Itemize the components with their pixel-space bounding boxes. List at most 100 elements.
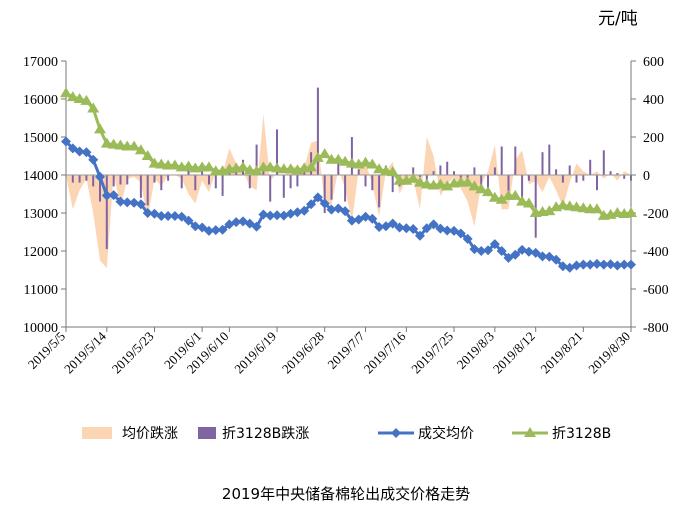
avg-price-point	[530, 247, 541, 258]
right-tick-label: 400	[643, 93, 664, 108]
discount-change-bar	[337, 163, 340, 175]
avg-price-point	[367, 213, 378, 224]
avg-price-point	[169, 211, 180, 222]
avg-price-point	[251, 221, 262, 232]
avg-price-point	[108, 190, 119, 201]
avg-price-point	[591, 258, 602, 269]
discount-3128b-point	[434, 178, 447, 189]
discount-change-bar	[296, 175, 299, 187]
right-axis-unit: 元/吨	[598, 9, 638, 29]
discount-change-bar	[548, 144, 551, 175]
discount-change-bar	[221, 175, 224, 196]
discount-change-bar	[262, 171, 265, 175]
discount-3128b-point	[73, 93, 86, 103]
avg-price-point	[462, 233, 473, 244]
discount-change-bar	[602, 150, 605, 175]
discount-change-bar	[282, 175, 285, 198]
discount-3128b-point	[66, 91, 79, 102]
discount-change-bar	[500, 146, 503, 175]
discount-3128b-point	[80, 94, 93, 105]
discount-change-bar	[575, 175, 578, 183]
discount-change-bar	[78, 175, 81, 183]
discount-3128b-point	[495, 193, 508, 204]
discount-3128b-point	[305, 161, 318, 172]
x-tick-label: 2019/7/16	[361, 328, 409, 376]
discount-change-bar	[112, 175, 115, 187]
avg-price-point	[81, 147, 92, 158]
avg-price-point	[285, 208, 296, 219]
discount-change-bar	[534, 175, 537, 238]
discount-change-bar	[269, 175, 272, 202]
avg-price-point	[156, 211, 167, 222]
discount-change-bar	[412, 167, 415, 175]
right-tick-label: -400	[643, 245, 669, 260]
avg-price-point	[387, 218, 398, 229]
discount-3128b-point	[373, 163, 386, 174]
axes-layer: 10000 11000 12000 13000 14000 15000 16000 17000…	[23, 55, 669, 376]
discount-change-bar	[105, 175, 108, 250]
avg-price-point	[489, 239, 500, 250]
discount-change-bar	[432, 171, 435, 175]
discount-change-bar	[480, 175, 483, 189]
discount-change-bar	[582, 175, 585, 181]
avg-price-point	[292, 207, 303, 218]
left-tick-label: 13000	[23, 207, 58, 222]
discount-change-bar	[357, 169, 360, 175]
discount-change-bar	[92, 175, 95, 187]
discount-change-bar	[248, 175, 251, 189]
left-tick-label: 15000	[23, 131, 58, 146]
discount-change-bar	[561, 175, 564, 183]
avg-price-point	[265, 210, 276, 221]
discount-change-bar	[180, 175, 183, 189]
avg-price-point	[455, 228, 466, 239]
discount-change-bar	[119, 175, 122, 185]
legend-swatch-bar	[198, 427, 216, 439]
avg-price-point	[210, 225, 221, 236]
avg-price-point	[142, 208, 153, 218]
discount-change-bar	[568, 165, 571, 175]
discount-change-bar	[521, 175, 524, 198]
x-tick-label: 2019/8/21	[538, 329, 586, 377]
discount-3128b-point	[407, 172, 420, 183]
avg-price-point	[626, 259, 636, 270]
legend-label: 折3128B	[552, 426, 611, 442]
avg-price-point	[95, 171, 106, 182]
discount-change-bar	[71, 175, 74, 183]
discount-change-bar	[146, 175, 149, 206]
avg-price-point	[476, 246, 487, 256]
discount-change-bar	[419, 175, 421, 177]
avg-price-point	[374, 222, 385, 233]
discount-3128b-point	[543, 205, 556, 216]
avg-price-point	[176, 211, 187, 222]
discount-change-bar	[527, 175, 530, 181]
avg-price-point	[619, 259, 630, 270]
discount-3128b-point	[141, 150, 154, 160]
discount-change-bar	[589, 159, 592, 175]
discount-change-bar	[255, 144, 258, 175]
x-tick-label: 2019/5/14	[61, 328, 109, 376]
avg-price-point	[496, 246, 507, 256]
avg-price-point	[88, 154, 99, 165]
avg-price-point	[510, 249, 521, 260]
left-tick-label: 12000	[23, 245, 58, 260]
discount-change-bar	[167, 175, 170, 181]
discount-3128b-point	[250, 165, 263, 176]
discount-change-bar	[316, 87, 319, 175]
discount-3128b-point	[332, 153, 345, 164]
avg-price-point	[408, 223, 419, 234]
discount-change-bar	[364, 175, 367, 187]
discount-change-bar	[473, 167, 476, 175]
avg-price-point	[190, 221, 201, 232]
avg-price-point	[605, 259, 616, 270]
legend-swatch-area	[82, 427, 112, 439]
discount-change-bar	[289, 175, 292, 189]
discount-3128b-point	[509, 189, 522, 200]
avg-price-point	[231, 217, 242, 228]
discount-change-bar	[208, 175, 210, 185]
avg-price-point	[340, 206, 351, 217]
avg-price-point	[401, 223, 412, 234]
discount-change-bar	[85, 175, 88, 181]
avg-price-point	[551, 254, 562, 265]
discount-3128b-point	[366, 158, 379, 169]
x-tick-label: 2019/8/12	[490, 329, 538, 377]
